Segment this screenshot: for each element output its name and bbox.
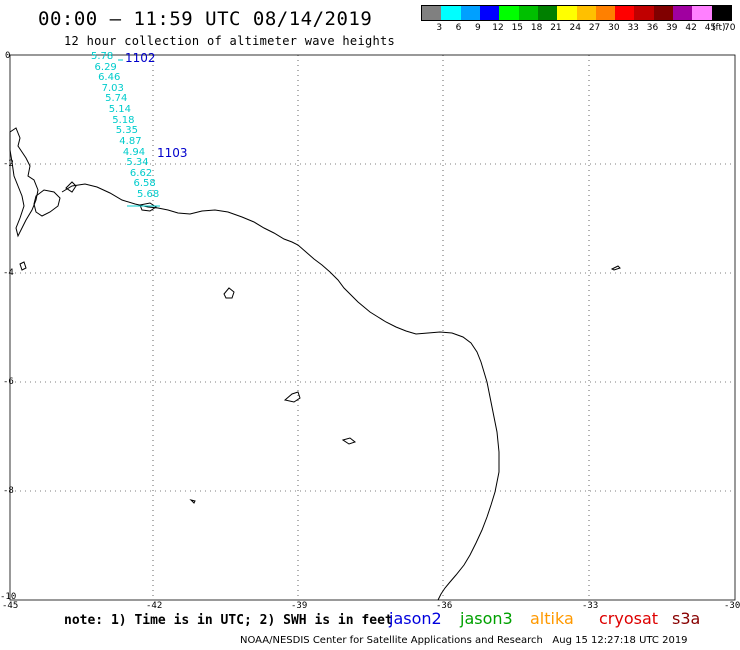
legend-swatch: [634, 6, 654, 20]
legend-swatches: [421, 5, 732, 21]
wave-height-reading: 5.18: [112, 114, 135, 126]
wave-height-reading: 5.14: [108, 104, 131, 116]
wave-height-reading: 6.62: [129, 167, 153, 179]
legend-label: 39: [666, 23, 678, 33]
y-tick-label: 0: [5, 51, 11, 61]
page-subtitle: 12 hour collection of altimeter wave hei…: [64, 34, 396, 48]
island-small-3: [19, 261, 27, 271]
wave-height-reading: 4.87: [119, 135, 142, 147]
track-ticks: [118, 59, 160, 207]
x-tick-label: -33: [582, 601, 599, 611]
x-tick-label: -39: [291, 601, 308, 611]
island-far-east: [610, 265, 621, 271]
wave-height-reading: 5.68: [137, 189, 160, 200]
legend-label: 21: [550, 23, 562, 33]
y-tick-label: -2: [3, 159, 14, 169]
legend-swatch: [595, 6, 616, 20]
wave-height-reading: 6.29: [94, 61, 117, 73]
y-tick-label: -6: [3, 377, 14, 387]
satellite-name-jason3: jason3: [460, 609, 513, 628]
legend-swatch: [479, 6, 500, 20]
y-tick-label: -4: [3, 268, 14, 278]
legend-label: 33: [627, 23, 639, 33]
legend-label: 12: [492, 23, 504, 33]
wave-height-reading: 7.03: [101, 82, 124, 94]
map-frame: [9, 54, 736, 601]
satellite-name-jason2: jason2: [389, 609, 442, 628]
satellite-name-s3a: s3a: [672, 609, 701, 628]
wave-height-reading: 4.94: [122, 146, 146, 158]
page-title: 00:00 – 11:59 UTC 08/14/2019: [38, 8, 373, 30]
legend-label: 36: [646, 23, 659, 33]
footnote: note: 1) Time is in UTC; 2) SWH is in fe…: [64, 613, 393, 628]
legend-label: 24: [569, 23, 581, 33]
satellite-name-cryosat: cryosat: [599, 609, 659, 628]
legend-labels: 3 6 9 12 15 18 21 24 27 30 33 36 39 42 45 70 (ft): [421, 21, 740, 35]
x-tick-label: -42: [146, 601, 163, 611]
island-small-2: [139, 202, 157, 212]
legend-label: 3: [436, 23, 443, 33]
legend-label: 15: [511, 23, 524, 33]
legend-swatch: [615, 6, 635, 20]
legend-label: 9: [474, 23, 481, 33]
legend-label: 30: [608, 23, 620, 33]
legend-label: 70: [724, 23, 736, 33]
y-tick-label: -8: [3, 486, 14, 496]
island-fernando: [283, 391, 301, 403]
legend-swatch: [499, 6, 519, 20]
wave-height-reading: 5.35: [115, 125, 139, 137]
x-tick-label: -30: [724, 601, 740, 611]
legend-swatch: [653, 6, 674, 20]
x-tick-label: -36: [436, 601, 453, 611]
legend-swatch: [711, 6, 731, 20]
credit-line: NOAA/NESDIS Center for Satellite Applica…: [240, 635, 688, 646]
color-legend: 3 6 9 12 15 18 21 24 27 30 33 36 39 42 45 70 (ft): [421, 5, 740, 39]
legend-swatch: [518, 6, 538, 20]
island-south-dot: [189, 499, 196, 504]
y-tick-label: -10: [0, 592, 17, 602]
satellite-name-altika: altika: [530, 609, 574, 628]
pass-label: 1103: [157, 146, 188, 160]
pass-label: 1102: [125, 51, 156, 65]
wave-height-reading: 6.46: [98, 72, 121, 84]
wave-height-reading: 6.58: [133, 178, 156, 190]
island-delta: [33, 189, 61, 217]
legend-swatch: [576, 6, 596, 20]
wave-height-reading: 5.74: [105, 93, 128, 105]
legend-label: 6: [455, 23, 462, 33]
atoll-rocas: [223, 287, 235, 299]
legend-swatch: [557, 6, 577, 20]
x-tick-label: -45: [2, 601, 19, 611]
legend-label: 42: [685, 23, 697, 33]
legend-label: 45: [704, 23, 717, 33]
island-small-1: [65, 181, 77, 193]
legend-unit: (ft): [712, 23, 726, 33]
coastline: [61, 183, 500, 601]
wave-height-reading: 5.78: [91, 51, 114, 62]
legend-swatch: [460, 6, 480, 20]
legend-label: 27: [588, 23, 601, 33]
legend-swatch: [441, 6, 461, 20]
island-east-small: [341, 437, 357, 445]
legend-swatch: [673, 6, 693, 20]
legend-swatch: [692, 6, 712, 20]
legend-swatch: [537, 6, 558, 20]
grid-lines: [10, 55, 735, 600]
legend-swatch: [422, 6, 442, 20]
legend-label: 18: [530, 23, 543, 33]
island-west: [9, 127, 39, 238]
wave-height-reading: 5.34: [126, 157, 149, 169]
